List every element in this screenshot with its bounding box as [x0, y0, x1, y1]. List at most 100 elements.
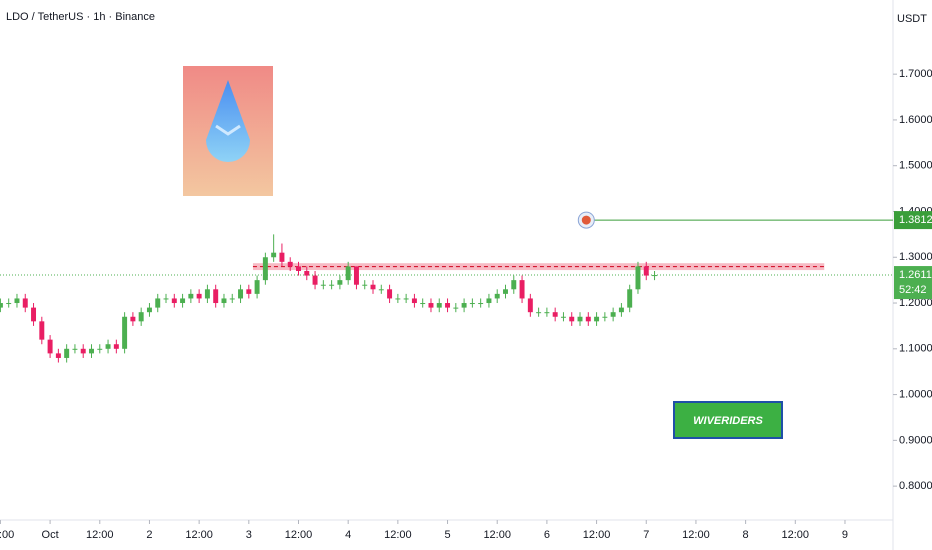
candle-body — [527, 298, 533, 313]
x-tick-label: 12:00 — [682, 529, 710, 541]
candle-body — [370, 284, 376, 290]
candle-body — [469, 303, 475, 305]
candle-body — [188, 293, 194, 299]
candle-body — [105, 344, 111, 349]
y-tick-label: 0.9000 — [899, 434, 932, 446]
y-tick-label: 0.8000 — [899, 480, 932, 492]
candle-body — [213, 289, 219, 304]
candle-body — [163, 298, 169, 300]
candle-body — [560, 316, 566, 318]
y-tick-label: 1.1000 — [899, 343, 932, 355]
candle-body — [445, 303, 451, 308]
candle-body — [0, 303, 3, 308]
x-tick-label: 12:00 — [86, 529, 114, 541]
candle-body — [122, 316, 128, 349]
candle-body — [387, 289, 393, 299]
y-tick-label: 1.7000 — [899, 68, 932, 80]
candle-body — [569, 316, 575, 322]
candle-body — [519, 280, 525, 299]
candle-body — [610, 312, 616, 317]
candle-body — [378, 289, 384, 291]
candle-body — [411, 298, 417, 304]
y-tick-label: 1.2000 — [899, 297, 932, 309]
candle-body — [155, 298, 161, 308]
target-label-box — [894, 211, 932, 230]
candle-body — [486, 298, 492, 304]
candle-body — [478, 303, 484, 305]
candle-body — [635, 266, 641, 290]
candle-body — [279, 252, 285, 262]
y-tick-label: 1.3000 — [899, 251, 932, 263]
candle-body — [113, 344, 119, 349]
candle-body — [511, 280, 517, 290]
candle-body — [602, 316, 608, 318]
x-tick-label: 12:00 — [384, 529, 412, 541]
candle-body — [89, 348, 94, 354]
candle-body — [436, 303, 442, 308]
candle-body — [229, 298, 235, 300]
candle-body — [353, 266, 359, 285]
x-tick-label: 5 — [444, 529, 450, 541]
candle-body — [80, 348, 86, 354]
watermark-text: WIVERIDERS — [693, 415, 763, 427]
x-tick-label: 12:00 — [583, 529, 611, 541]
last-price-label: 1.2611 — [899, 269, 932, 281]
candle-body — [64, 348, 70, 358]
candle-body — [171, 298, 177, 304]
candle-body — [238, 289, 244, 299]
candle-body — [262, 257, 268, 281]
candle-body — [536, 312, 542, 314]
x-tick-label: 12:00 — [0, 529, 14, 541]
candle-body — [47, 339, 53, 354]
candle-body — [461, 303, 467, 308]
ldo-logo — [183, 66, 273, 196]
candle-body — [304, 270, 310, 276]
last-price-box — [894, 266, 932, 300]
candle-body — [296, 266, 301, 271]
countdown: 52:42 — [899, 284, 927, 296]
candle-body — [39, 321, 45, 340]
candle-body — [552, 312, 558, 317]
candle-body — [14, 298, 20, 304]
candle-body — [271, 252, 277, 258]
candle-body — [204, 289, 210, 299]
x-tick-label: 12:00 — [483, 529, 511, 541]
resistance-zone — [252, 263, 825, 271]
candle-body — [428, 303, 434, 308]
target-icon-inner — [581, 215, 591, 225]
x-tick-label: 12:00 — [782, 529, 810, 541]
y-tick-label: 1.5000 — [899, 160, 932, 172]
x-tick-label: 12:00 — [285, 529, 313, 541]
candle-body — [420, 303, 426, 305]
candle-body — [312, 275, 318, 285]
currency-label: USDT — [897, 13, 927, 25]
candle-body — [618, 307, 624, 313]
x-tick-label: 4 — [345, 529, 351, 541]
y-tick-label: 1.0000 — [899, 388, 932, 400]
candle-body — [72, 348, 78, 350]
candle-body — [585, 316, 591, 322]
candle-body — [345, 266, 351, 281]
candle-body — [652, 275, 658, 277]
x-tick-label: 2 — [146, 529, 152, 541]
candle-body — [337, 280, 343, 285]
x-tick-label: 12:00 — [185, 529, 213, 541]
y-tick-label: 1.6000 — [899, 114, 932, 126]
x-tick-label: Oct — [42, 529, 59, 541]
candle-body — [544, 312, 550, 314]
x-tick-label: 7 — [643, 529, 649, 541]
x-tick-label: 6 — [544, 529, 550, 541]
candle-body — [97, 348, 103, 350]
candle-body — [627, 289, 633, 308]
candle-body — [254, 280, 260, 294]
plot-area — [0, 234, 893, 363]
candle-body — [403, 298, 409, 300]
candle-body — [395, 298, 401, 300]
candle-body — [146, 307, 152, 313]
candle-body — [31, 307, 37, 322]
x-tick-label: 8 — [743, 529, 749, 541]
candle-body — [221, 298, 227, 304]
candle-body — [329, 284, 335, 286]
candle-body — [22, 298, 28, 308]
